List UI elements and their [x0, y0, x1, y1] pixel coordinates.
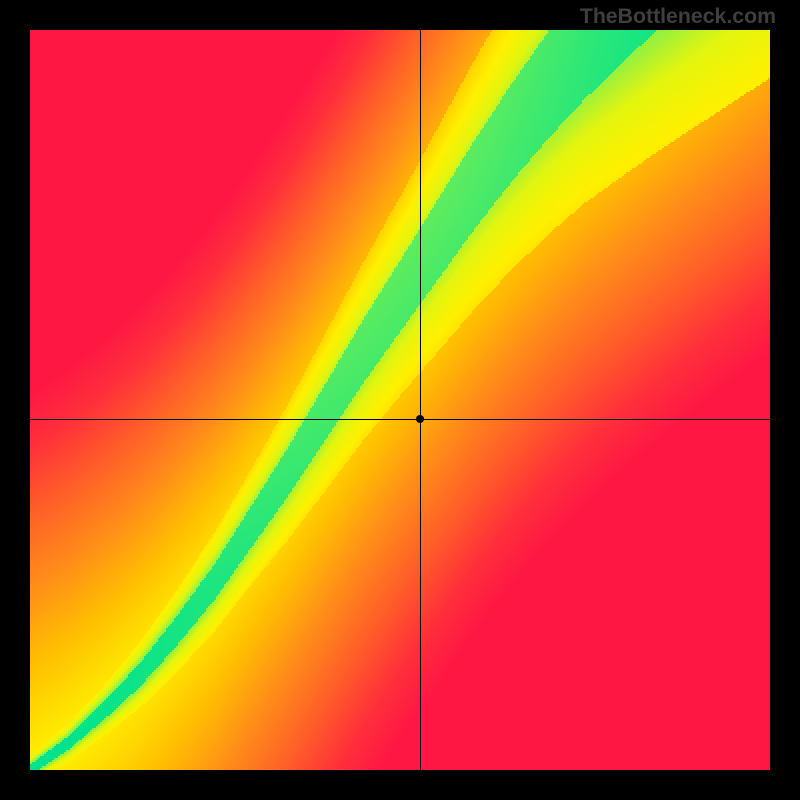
crosshair-vertical: [420, 30, 421, 770]
chart-container: TheBottleneck.com: [0, 0, 800, 800]
plot-area: [30, 30, 770, 770]
selected-point-marker: [416, 415, 424, 423]
bottleneck-heatmap: [30, 30, 770, 770]
watermark-text: TheBottleneck.com: [580, 4, 776, 29]
crosshair-horizontal: [30, 419, 770, 420]
